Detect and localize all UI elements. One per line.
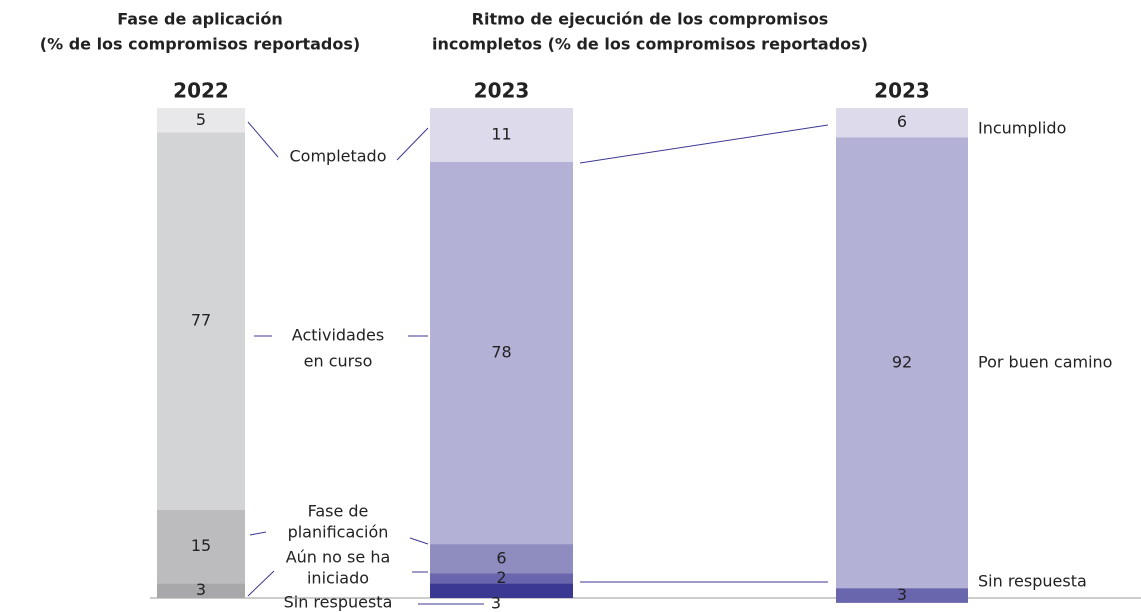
value-label: 6: [496, 548, 506, 567]
category-label: Incumplido: [978, 119, 1066, 138]
value-label: 3: [491, 594, 501, 612]
category-label: iniciado: [307, 569, 369, 588]
chart-title: (% de los compromisos reportados): [40, 35, 360, 54]
value-label: 92: [892, 352, 912, 371]
value-label: 3: [897, 585, 907, 604]
value-label: 11: [491, 124, 511, 143]
category-label: Fase de: [308, 502, 369, 521]
value-label: 5: [196, 110, 206, 129]
category-label: en curso: [304, 352, 373, 371]
bar-segment: [430, 108, 573, 162]
bar-label: 2023: [874, 79, 930, 103]
connector: [247, 570, 275, 597]
bar-segment: [430, 573, 573, 584]
connector: [409, 537, 429, 545]
chart-title: Ritmo de ejecución de los compromisos: [472, 10, 829, 29]
value-label: 77: [191, 311, 211, 330]
value-label: 78: [491, 343, 511, 362]
value-label: 6: [897, 112, 907, 131]
category-label: Sin respuesta: [284, 593, 393, 612]
bar-segment: [430, 161, 573, 545]
category-label: Por buen camino: [978, 353, 1112, 372]
category-label: Sin respuesta: [978, 572, 1087, 591]
value-label: 2: [496, 568, 506, 587]
connectors: [247, 121, 829, 605]
category-label: planificación: [288, 523, 389, 542]
category-label: Aún no se ha: [286, 548, 391, 567]
bar-segment: [157, 132, 245, 510]
bar-label: 2022: [173, 79, 229, 103]
chart-title: Fase de aplicación: [117, 10, 282, 29]
bar-segment: [157, 583, 245, 598]
bar-segment: [836, 588, 968, 603]
bar-label: 2023: [474, 79, 530, 103]
bar-segment: [157, 108, 245, 133]
connector: [579, 124, 829, 164]
value-label: 3: [196, 580, 206, 599]
bar-segment: [430, 544, 573, 574]
chart-title: incompletos (% de los compromisos report…: [432, 35, 868, 54]
connector: [247, 121, 279, 158]
bar-segment: [836, 108, 968, 138]
bar-segment: [430, 583, 573, 598]
bar-segment: [157, 509, 245, 584]
connector: [249, 531, 267, 536]
connector: [396, 127, 429, 161]
bar-segment: [836, 137, 968, 589]
category-label: Completado: [289, 147, 386, 166]
value-label: 15: [191, 536, 211, 555]
category-label: Actividades: [292, 326, 384, 345]
